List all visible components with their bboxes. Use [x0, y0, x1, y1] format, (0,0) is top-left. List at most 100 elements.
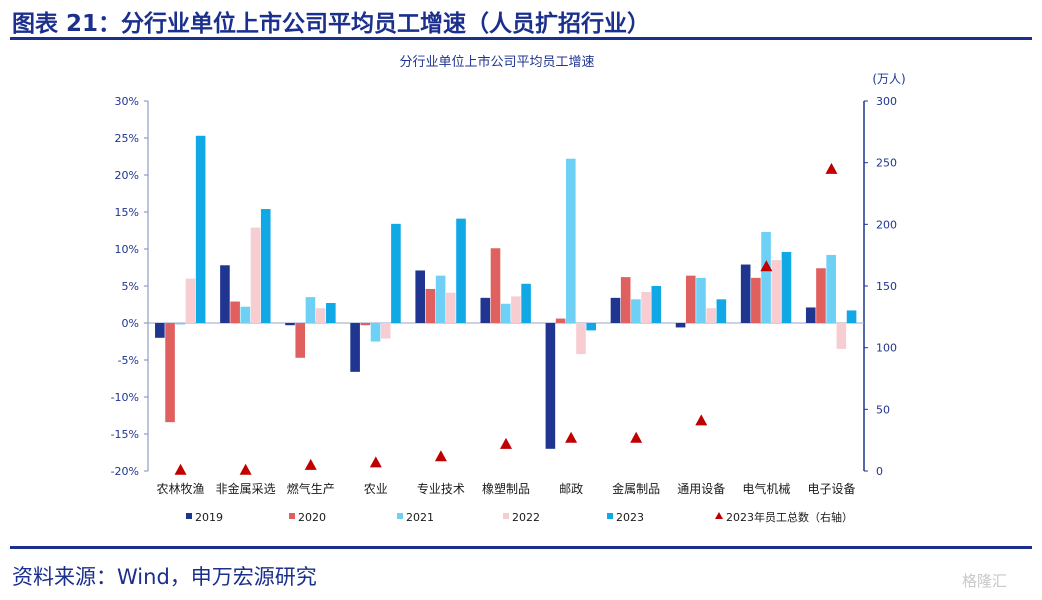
bar-2021	[696, 277, 706, 323]
marker-total-employees	[500, 437, 512, 449]
bar-2019	[675, 323, 686, 328]
category-label: 邮政	[559, 482, 583, 496]
marker-total-employees	[239, 463, 252, 475]
left-axis-tick-label: 0%	[122, 317, 139, 330]
bar-2021	[370, 323, 381, 342]
source-note: 资料来源：Wind，申万宏源研究	[12, 565, 317, 589]
right-axis-tick-label: 200	[876, 218, 897, 231]
legend-label: 2023年员工总数（右轴）	[726, 510, 853, 524]
marker-total-employees	[369, 456, 382, 468]
marker-total-employees	[565, 431, 578, 443]
right-axis-tick-label: 50	[876, 403, 890, 416]
bar-2022	[511, 296, 521, 323]
bar-2022	[446, 292, 456, 323]
category-label: 农业	[364, 482, 388, 496]
right-axis-tick-label: 250	[876, 157, 897, 170]
figure-title: 图表 21：分行业单位上市公司平均员工增速（人员扩招行业）	[12, 11, 651, 37]
legend-label: 2022	[512, 511, 540, 524]
bar-2021	[565, 158, 576, 323]
bar-2022	[771, 260, 782, 323]
legend-label: 2019	[195, 511, 223, 524]
left-axis-tick-label: -10%	[111, 391, 139, 404]
bar-2020	[165, 323, 175, 423]
bar-2023	[326, 303, 336, 323]
bar-2020	[751, 277, 761, 323]
marker-total-employees	[760, 260, 773, 272]
bar-2022	[185, 278, 196, 323]
bar-2020	[685, 275, 696, 323]
bottom-rule	[10, 546, 1032, 549]
bar-2020	[490, 248, 501, 323]
bar-2019	[480, 297, 491, 323]
right-axis-unit: (万人)	[872, 72, 905, 86]
bar-2020	[816, 268, 826, 323]
bar-2020	[620, 277, 631, 323]
marker-total-employees	[304, 458, 317, 470]
left-axis-tick-label: 5%	[122, 280, 139, 293]
bar-2022	[836, 323, 847, 349]
marker-total-employees	[630, 431, 643, 443]
bar-2019	[610, 297, 621, 323]
left-axis-tick-label: 20%	[115, 169, 139, 182]
legend-swatch-2021	[397, 513, 403, 519]
left-axis-tick-label: 25%	[115, 132, 139, 145]
legend-swatch-2019	[186, 513, 192, 519]
bar-2019	[805, 307, 816, 323]
bar-2022	[250, 227, 261, 323]
bar-2021	[240, 306, 251, 323]
right-axis-tick-label: 150	[876, 280, 897, 293]
watermark: 格隆汇	[962, 572, 1008, 590]
legend-swatch-total-employees	[715, 512, 723, 519]
left-axis-tick-label: 10%	[115, 243, 139, 256]
category-label: 通用设备	[677, 482, 725, 496]
bar-2021	[500, 303, 511, 323]
bar-2019	[285, 323, 295, 326]
bar-2023	[781, 251, 792, 323]
bar-2021	[631, 299, 641, 323]
bar-2021	[761, 231, 771, 323]
bar-2019	[220, 265, 230, 323]
category-label: 专业技术	[417, 481, 465, 496]
marker-total-employees	[825, 162, 838, 174]
category-label: 橡塑制品	[482, 481, 530, 496]
marker-total-employees	[695, 414, 708, 426]
legend-label: 2020	[298, 511, 326, 524]
bar-2021	[305, 297, 316, 323]
legend-swatch-2023	[607, 513, 613, 519]
legend-label: 2023	[616, 511, 644, 524]
bar-2020	[360, 323, 371, 326]
bar-2019	[155, 323, 165, 338]
legend-swatch-2020	[289, 513, 295, 519]
right-axis-tick-label: 300	[876, 95, 897, 108]
bar-2022	[380, 323, 391, 339]
right-axis-tick-label: 0	[876, 465, 883, 478]
left-axis-tick-label: -20%	[111, 465, 139, 478]
bar-2021	[175, 323, 186, 325]
bar-2020	[425, 288, 436, 323]
chart-title: 分行业单位上市公司平均员工增速	[399, 54, 594, 70]
legend-label: 2021	[406, 511, 434, 524]
grouped-bar-chart: 分行业单位上市公司平均员工增速 (万人) -20% -15% -10% -5% 0% 5%…	[111, 54, 906, 524]
bar-2019	[350, 323, 360, 372]
bar-2019	[740, 264, 751, 323]
bar-2023	[391, 223, 401, 323]
category-label: 金属制品	[612, 481, 660, 496]
category-label: 非金属采选	[216, 481, 276, 496]
bar-2022	[641, 291, 651, 323]
bar-2020	[555, 318, 566, 323]
bar-2023	[260, 209, 271, 323]
bar-2019	[415, 270, 426, 323]
plot-area: -20% -15% -10% -5% 0% 5% 10% 15% 20% 25% 30% 0 50 100…	[111, 95, 897, 524]
marker-total-employees	[174, 463, 187, 475]
bar-2019	[545, 323, 556, 449]
bar-2021	[435, 275, 446, 323]
left-axis-tick-label: 15%	[115, 206, 139, 219]
left-axis-tick-label: -15%	[111, 428, 139, 441]
legend-swatch-2022	[503, 513, 509, 519]
bar-2021	[826, 254, 836, 323]
bar-2023	[195, 135, 206, 323]
bar-2023	[586, 323, 596, 331]
marker-total-employees	[434, 450, 447, 462]
category-label: 电气机械	[742, 481, 790, 496]
category-label: 燃气生产	[287, 481, 335, 496]
